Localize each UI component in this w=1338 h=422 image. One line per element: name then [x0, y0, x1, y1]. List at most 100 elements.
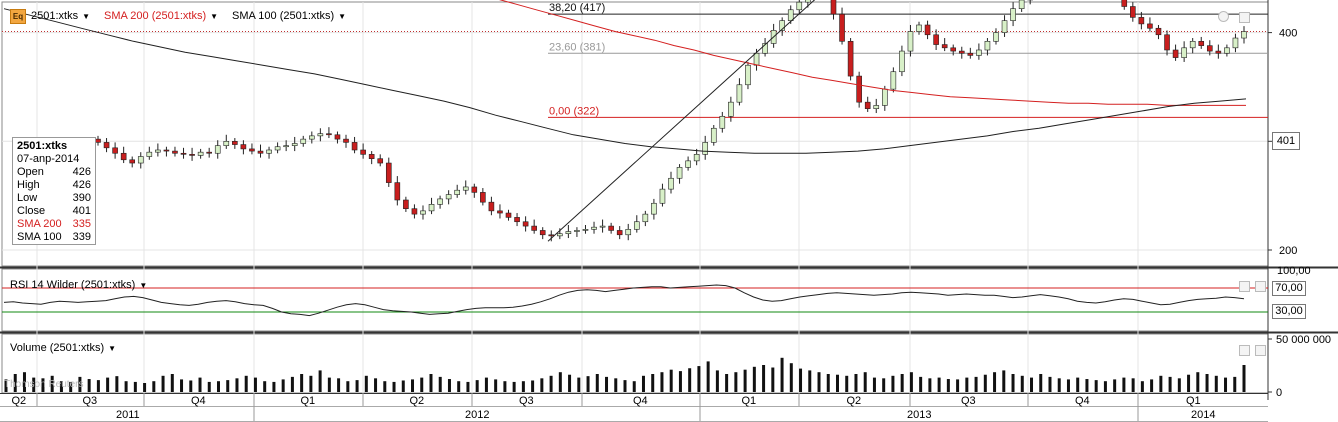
chevron-down-icon: ▼ [108, 344, 117, 353]
volume-bar [789, 363, 793, 392]
volume-bar [817, 372, 821, 392]
volume-bar [1066, 379, 1070, 392]
candle-body [266, 149, 272, 154]
sma200-menu[interactable]: SMA 200 (2501:xtks) ▼ [104, 10, 218, 22]
info-row-sma200: SMA 200 335 [17, 218, 91, 231]
volume-bar [993, 372, 997, 392]
volume-bar [1214, 375, 1218, 392]
candle-body [548, 234, 555, 237]
volume-bar [115, 376, 119, 392]
info-value: 339 [72, 231, 91, 243]
candle-body [317, 133, 324, 137]
quarter-label: Q2 [847, 395, 862, 407]
sma100-line [3, 8, 1247, 154]
info-row-high: High 426 [17, 179, 91, 192]
candle-body [445, 194, 452, 200]
volume-bar [161, 375, 165, 392]
volume-bar [170, 374, 174, 392]
candle-body [471, 186, 478, 193]
candle-body [163, 149, 170, 152]
volume-bar [1159, 375, 1163, 392]
volume-bar [1085, 379, 1089, 392]
candle-body [625, 229, 632, 236]
volume-bar [743, 369, 747, 392]
volume-bar [1131, 378, 1135, 392]
candle-body [642, 213, 649, 223]
rsi-panel-menu-icon[interactable] [1239, 281, 1250, 292]
candle-body [616, 230, 623, 236]
candle-body [334, 134, 341, 140]
volume-bar [1048, 376, 1052, 392]
chevron-down-icon: ▼ [139, 281, 148, 290]
volume-bar [207, 381, 211, 392]
volume-bar [355, 380, 359, 392]
candle-body [796, 1, 803, 11]
rsi-panel-title[interactable]: RSI 14 Wilder (2501:xtks) ▼ [10, 279, 147, 291]
volume-panel-menu-icon[interactable] [1239, 345, 1250, 356]
volume-bar [586, 376, 590, 392]
candle-body [1189, 40, 1196, 49]
volume-bar [1011, 374, 1015, 392]
volume-bar [669, 369, 673, 392]
volume-bar [337, 378, 341, 392]
trend-line [547, 0, 816, 242]
volume-bar [725, 374, 729, 392]
volume-panel-title[interactable]: Volume (2501:xtks) ▼ [10, 342, 116, 354]
volume-bar [484, 377, 488, 392]
volume-bar [1140, 381, 1144, 392]
sma100-menu-label: SMA 100 (2501:xtks) [232, 10, 335, 22]
volume-bar [771, 367, 775, 392]
quarter-label: Q2 [410, 395, 425, 407]
candle-body [839, 13, 845, 42]
volume-bar [22, 372, 26, 392]
candle-body [214, 145, 221, 154]
volume-bar [605, 376, 609, 392]
clock-icon[interactable] [1218, 11, 1229, 22]
volume-bar [318, 370, 322, 392]
candle-body [343, 138, 349, 143]
rsi-panel-close-icon[interactable] [1255, 281, 1266, 292]
candle-body [420, 210, 426, 215]
volume-bar [364, 375, 368, 392]
panel-menu-icon[interactable] [1239, 12, 1250, 23]
volume-bar [919, 376, 923, 392]
quarter-label: Q3 [961, 395, 976, 407]
candle-body [651, 202, 657, 215]
volume-bar [59, 381, 63, 392]
volume-panel-close-icon[interactable] [1255, 345, 1266, 356]
volume-bar [143, 383, 147, 392]
volume-bar [438, 376, 442, 392]
info-label: High [17, 179, 40, 191]
candle-body [779, 20, 785, 31]
volume-bar [235, 378, 239, 392]
volume-bar [780, 357, 784, 392]
eq-badge-icon[interactable]: Eq [10, 9, 26, 24]
candle-body [907, 31, 914, 52]
volume-bar [290, 376, 294, 392]
volume-bar [1233, 376, 1237, 392]
volume-bar [872, 377, 876, 392]
candle-body [608, 225, 614, 231]
sma200-line [499, 0, 1246, 106]
watermark: Thomson Reuters [4, 379, 84, 390]
symbol-menu[interactable]: 2501:xtks ▼ [31, 10, 90, 22]
symbol-menu-label: 2501:xtks [31, 10, 79, 22]
volume-bar [152, 381, 156, 392]
candle-body [488, 201, 495, 212]
volume-bar [937, 377, 941, 392]
candle-body [1010, 8, 1016, 21]
candle-body [882, 88, 888, 106]
volume-bar [1177, 378, 1181, 392]
volume-bar [558, 372, 562, 392]
info-label: Close [17, 205, 46, 217]
fib-level-label: 23,60 (381) [549, 41, 605, 53]
volume-bar [752, 366, 756, 392]
quarter-label: Q4 [633, 395, 648, 407]
sma100-menu[interactable]: SMA 100 (2501:xtks) ▼ [232, 10, 346, 22]
candle-body [309, 135, 315, 140]
volume-bar [1113, 379, 1117, 392]
candle-body [411, 208, 418, 215]
volume-bar [623, 380, 627, 392]
volume-bar [253, 377, 257, 392]
year-label: 2014 [1191, 409, 1215, 421]
